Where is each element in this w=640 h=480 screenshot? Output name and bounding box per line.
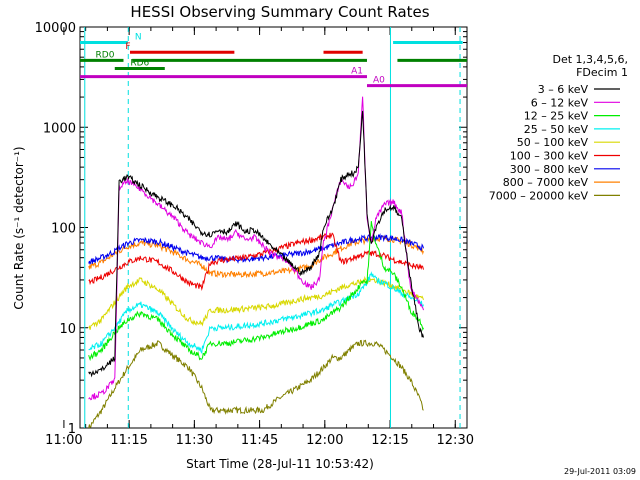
flag-label: F	[125, 42, 130, 52]
series-line	[88, 232, 424, 265]
series-line	[88, 271, 424, 355]
legend-entry-label: 3 – 6 keV	[538, 83, 589, 96]
legend-entry-label: 25 – 50 keV	[524, 123, 589, 136]
legend-entry-label: 50 – 100 keV	[517, 136, 589, 149]
chart-title: HESSI Observing Summary Count Rates	[130, 3, 429, 21]
flag-label: RD0	[96, 50, 115, 60]
flag-label: N	[135, 33, 142, 43]
series-line	[88, 339, 424, 429]
legend-entry-label: 12 – 25 keV	[524, 110, 589, 123]
x-tick-label: 12:30	[437, 433, 474, 448]
series-line	[88, 275, 424, 330]
x-tick-label: 11:45	[241, 433, 278, 448]
legend-entry-label: 100 – 300 keV	[510, 150, 589, 163]
series-line	[88, 221, 424, 362]
plot-area: 1 10 100 1000 10000 11:00 11:15 11:30 11:45 12:00…	[35, 21, 474, 448]
y-axis-label: Count Rate (s⁻¹ detector⁻¹)	[12, 146, 26, 309]
y-tick-label: 100	[51, 222, 76, 237]
legend-entry-label: 300 – 800 keV	[510, 163, 589, 176]
footer-timestamp: 29-Jul-2011 03:09	[564, 467, 636, 476]
x-tick-label: 11:15	[110, 433, 147, 448]
plot-frame	[79, 26, 468, 429]
y-tick-label: 10	[59, 322, 76, 337]
legend-entry-label: 800 – 7000 keV	[503, 176, 589, 189]
series-line	[88, 110, 424, 378]
legend-header-line-2: FDecim 1	[576, 66, 628, 79]
legend-entry-label: 7000 – 20000 keV	[489, 189, 589, 202]
x-tick-label: 11:00	[45, 433, 82, 448]
y-tick-label: 1	[68, 422, 76, 437]
y-tick-label: 10000	[35, 21, 76, 36]
y-tick-label: 1000	[43, 121, 76, 136]
x-axis-label: Start Time (28-Jul-11 10:53:42)	[186, 457, 374, 471]
flag-label: A1	[351, 67, 363, 77]
series-line	[88, 96, 424, 401]
legend-entry-label: 6 – 12 keV	[531, 96, 589, 109]
flag-label: A0	[373, 76, 385, 86]
x-tick-label: 12:00	[306, 433, 343, 448]
legend-header-line-1: Det 1,3,4,5,6,	[552, 53, 628, 66]
series-line	[88, 232, 424, 291]
x-tick-label: 11:30	[176, 433, 213, 448]
x-tick-label: 12:15	[371, 433, 408, 448]
flag-label: RD6	[130, 59, 149, 69]
